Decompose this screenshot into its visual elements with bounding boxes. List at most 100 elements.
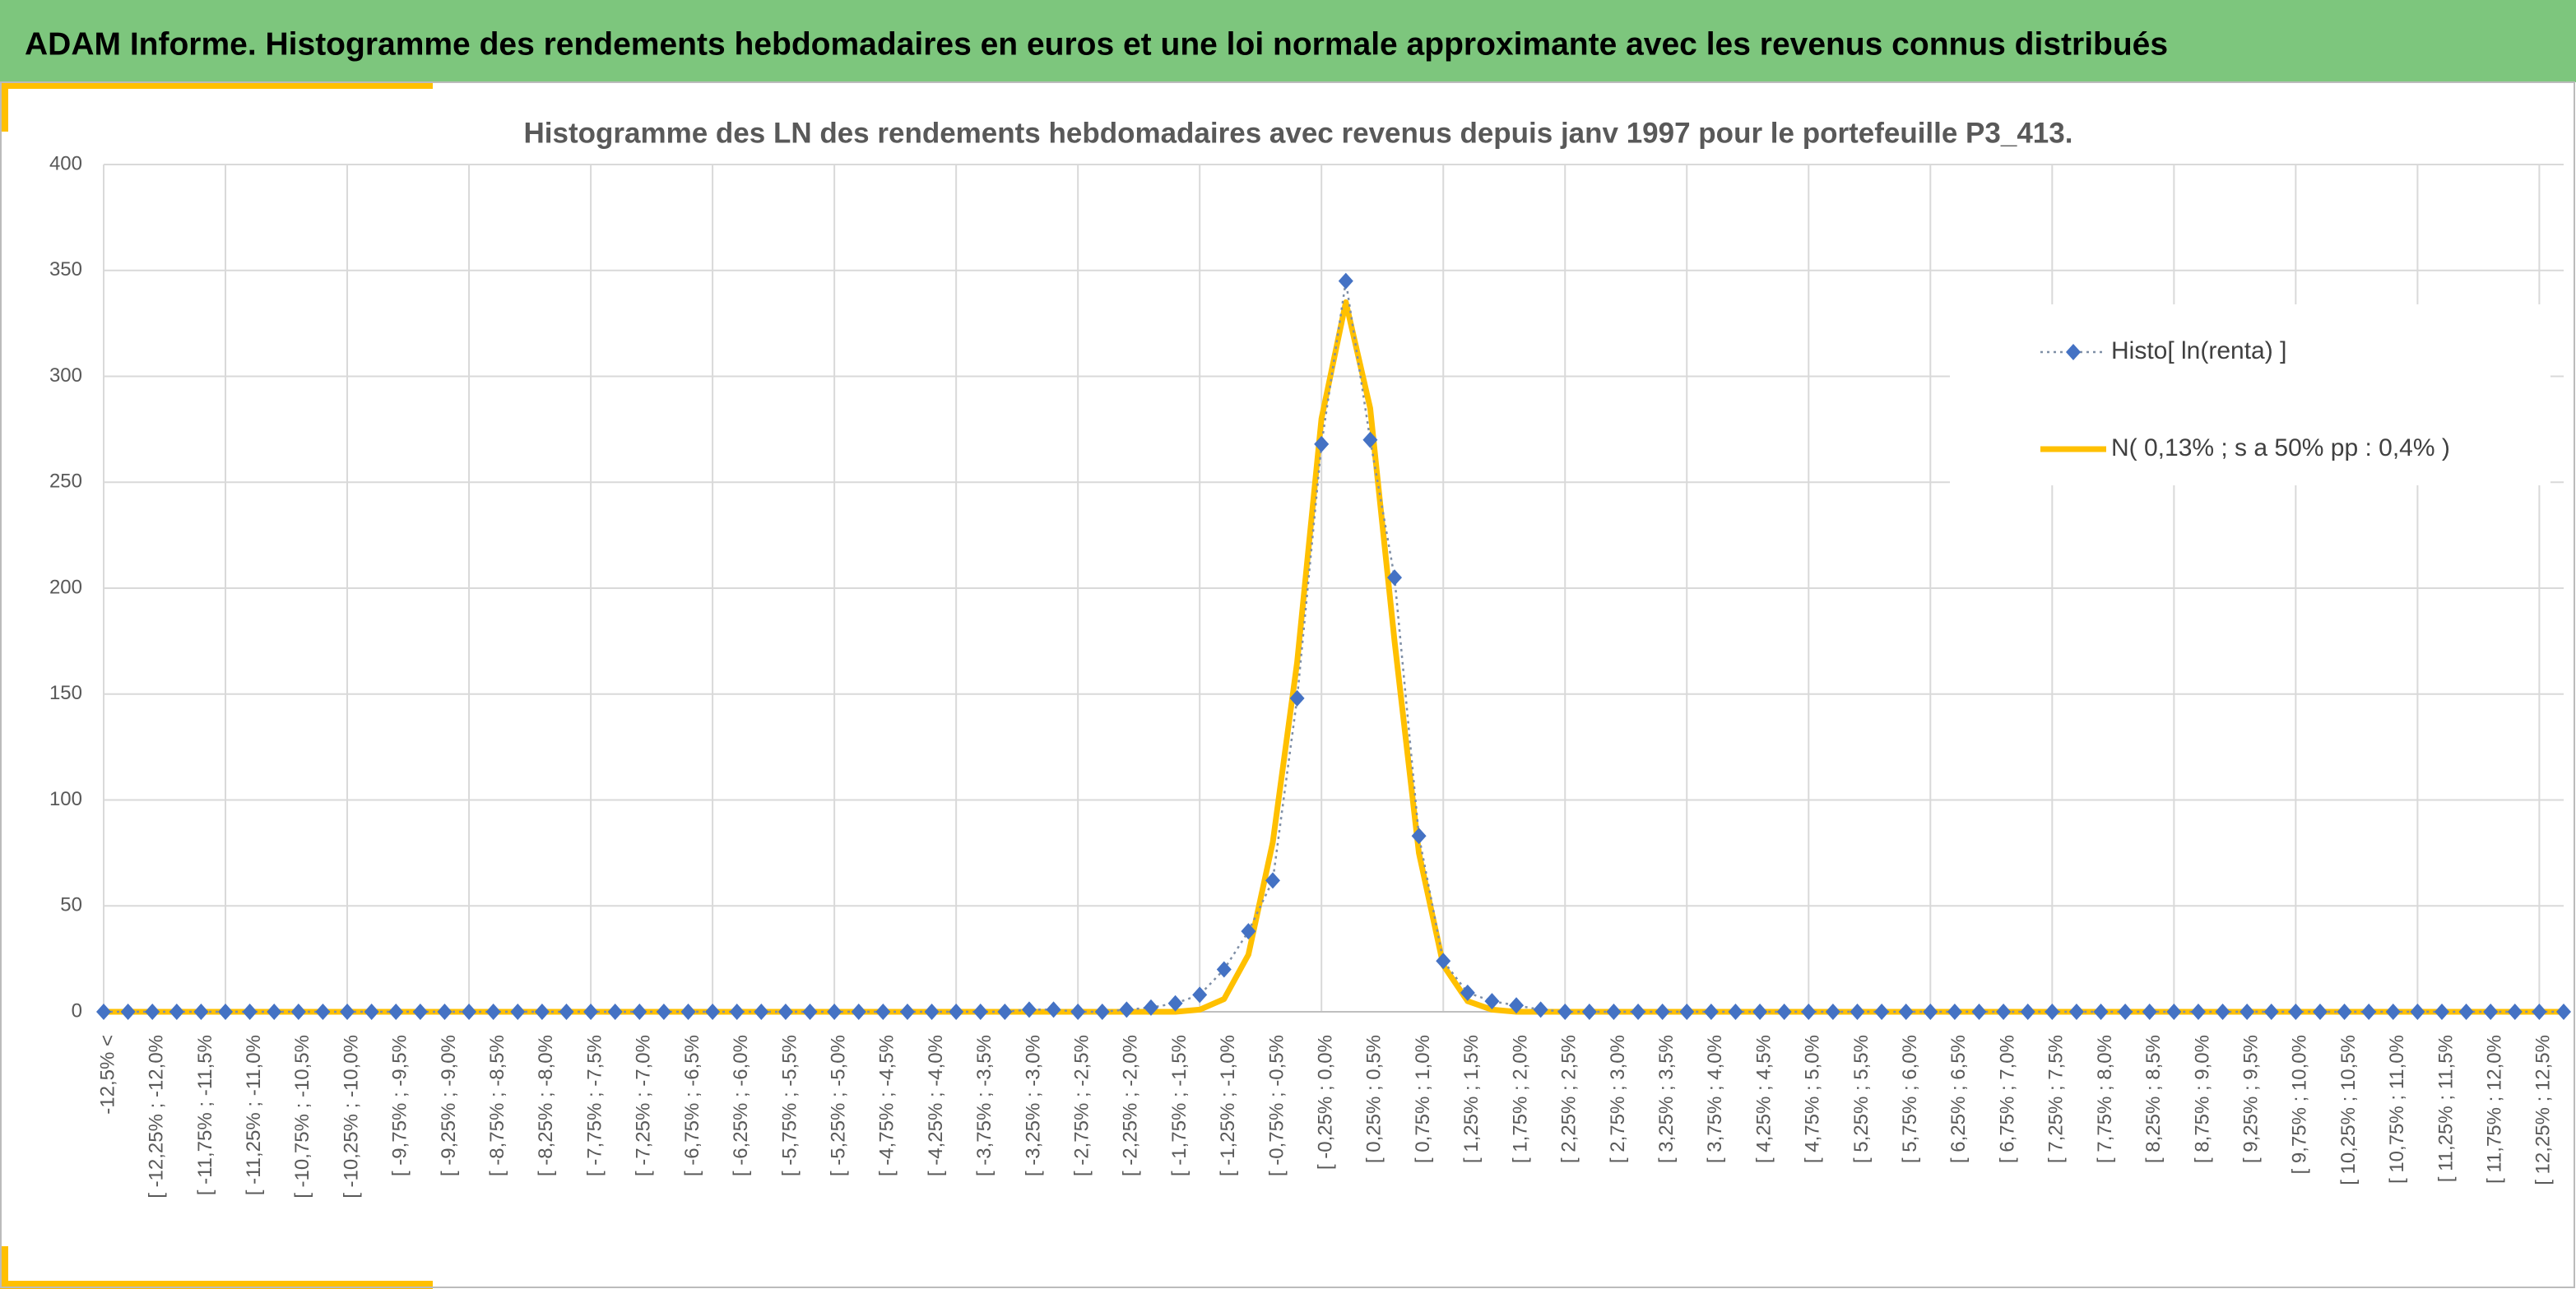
- data-point: [534, 1004, 550, 1020]
- data-point: [1996, 1004, 2012, 1020]
- data-point: [607, 1004, 623, 1020]
- data-point: [1581, 1004, 1597, 1020]
- data-point: [2434, 1004, 2449, 1020]
- x-tick-label: [ -2,25% ; -2,0%: [1120, 1035, 1142, 1176]
- data-point: [2361, 1004, 2377, 1020]
- data-point: [462, 1004, 477, 1020]
- x-tick-label: [ -7,75% ; -7,5%: [583, 1035, 606, 1176]
- data-point: [583, 1004, 599, 1020]
- x-tick-label: [ -4,75% ; -4,5%: [876, 1035, 898, 1176]
- y-tick-label: 50: [60, 894, 82, 916]
- legend-label: N( 0,13% ; s a 50% pp : 0,4% ): [2111, 434, 2450, 461]
- x-tick-label: [ -1,75% ; -1,5%: [1168, 1035, 1191, 1176]
- data-point: [485, 1004, 501, 1020]
- x-tick-label: [ 7,75% ; 8,0%: [2094, 1035, 2116, 1163]
- accent-bottom: [0, 1281, 433, 1289]
- x-tick-label: [ 11,25% ; 11,5%: [2434, 1035, 2457, 1182]
- data-point: [290, 1004, 306, 1020]
- data-point: [1167, 995, 1183, 1012]
- data-point: [1679, 1004, 1695, 1020]
- x-tick-label: [ -5,25% ; -5,0%: [827, 1035, 849, 1176]
- data-point: [705, 1004, 721, 1020]
- data-point: [437, 1004, 453, 1020]
- x-tick-label: -12,5% <: [96, 1035, 118, 1115]
- data-point: [1606, 1004, 1622, 1020]
- data-point: [2385, 1004, 2401, 1020]
- data-point: [1971, 1004, 1987, 1020]
- chart-title: Histogramme des LN des rendements hebdom…: [524, 117, 2073, 149]
- data-point: [169, 1004, 184, 1020]
- data-point: [1947, 1004, 1962, 1020]
- x-tick-label: [ 3,75% ; 4,0%: [1704, 1035, 1726, 1163]
- x-tick-label: [ -0,75% ; -0,5%: [1265, 1035, 1288, 1176]
- data-point: [145, 1004, 160, 1020]
- x-tick-label: [ -9,25% ; -9,0%: [438, 1035, 460, 1176]
- x-tick-label: [ -8,75% ; -8,5%: [486, 1035, 508, 1176]
- data-point: [2166, 1004, 2182, 1020]
- legend-label: Histo[ ln(renta) ]: [2111, 337, 2286, 364]
- x-tick-label: [ -3,25% ; -3,0%: [1022, 1035, 1044, 1176]
- data-point: [754, 1004, 769, 1020]
- data-point: [1655, 1004, 1670, 1020]
- data-point: [1825, 1004, 1840, 1020]
- x-tick-label: [ -12,25% ; -12,0%: [146, 1035, 168, 1199]
- data-point: [2045, 1004, 2060, 1020]
- data-point: [412, 1004, 428, 1020]
- data-point: [1557, 1004, 1573, 1020]
- x-tick-label: [ 9,25% ; 9,5%: [2239, 1035, 2262, 1163]
- data-point: [218, 1004, 234, 1020]
- data-point: [1289, 689, 1305, 707]
- data-point: [924, 1004, 940, 1020]
- data-point: [193, 1004, 209, 1020]
- data-point: [1046, 1001, 1061, 1018]
- y-tick-label: 300: [49, 364, 82, 387]
- x-tick-label: [ 4,25% ; 4,5%: [1752, 1035, 1775, 1163]
- x-tick-label: [ -3,75% ; -3,5%: [973, 1035, 996, 1176]
- data-point: [2312, 1004, 2328, 1020]
- x-tick-label: [ 5,75% ; 6,0%: [1899, 1035, 1921, 1163]
- x-tick-label: [ -4,25% ; -4,0%: [925, 1035, 947, 1176]
- data-point: [2020, 1004, 2035, 1020]
- accent-left-top: [0, 82, 8, 132]
- x-tick-label: [ 2,25% ; 2,5%: [1558, 1035, 1580, 1163]
- data-point: [1874, 1004, 1890, 1020]
- x-tick-label: [ 10,75% ; 11,0%: [2386, 1035, 2408, 1184]
- data-point: [2507, 1004, 2523, 1020]
- data-point: [559, 1004, 574, 1020]
- data-point: [2118, 1004, 2133, 1020]
- data-point: [1752, 1004, 1768, 1020]
- chart-frame: [0, 81, 2575, 1288]
- data-point: [1436, 953, 1451, 970]
- data-point: [997, 1004, 1013, 1020]
- data-point: [2190, 1004, 2206, 1020]
- data-point: [2142, 1004, 2157, 1020]
- data-point: [2458, 1004, 2474, 1020]
- x-tick-label: [ -9,75% ; -9,5%: [389, 1035, 411, 1176]
- data-point: [632, 1004, 647, 1020]
- data-point: [851, 1004, 866, 1020]
- x-tick-label: [ 8,75% ; 9,0%: [2191, 1035, 2213, 1163]
- x-tick-label: [ -8,25% ; -8,0%: [535, 1035, 557, 1176]
- data-point: [1021, 1001, 1037, 1018]
- data-point: [1338, 272, 1353, 290]
- data-point: [1801, 1004, 1817, 1020]
- accent-left-bottom: [0, 1246, 8, 1289]
- data-point: [1119, 1001, 1135, 1018]
- data-point: [1265, 872, 1280, 889]
- data-point: [510, 1004, 526, 1020]
- data-point: [729, 1004, 745, 1020]
- x-tick-label: [ 12,25% ; 12,5%: [2532, 1035, 2555, 1185]
- data-point: [242, 1004, 258, 1020]
- x-tick-label: [ -1,25% ; -1,0%: [1217, 1035, 1239, 1176]
- x-tick-label: [ 0,25% ; 0,5%: [1363, 1035, 1385, 1163]
- data-point: [2263, 1004, 2279, 1020]
- data-point: [949, 1004, 964, 1020]
- x-tick-label: [ 6,25% ; 6,5%: [1947, 1035, 1970, 1163]
- data-point: [364, 1004, 379, 1020]
- data-point: [1533, 1001, 1548, 1018]
- plot: [96, 272, 2571, 1020]
- data-point: [2093, 1004, 2109, 1020]
- x-tick-label: [ -11,25% ; -11,0%: [243, 1035, 265, 1195]
- data-point: [680, 1004, 696, 1020]
